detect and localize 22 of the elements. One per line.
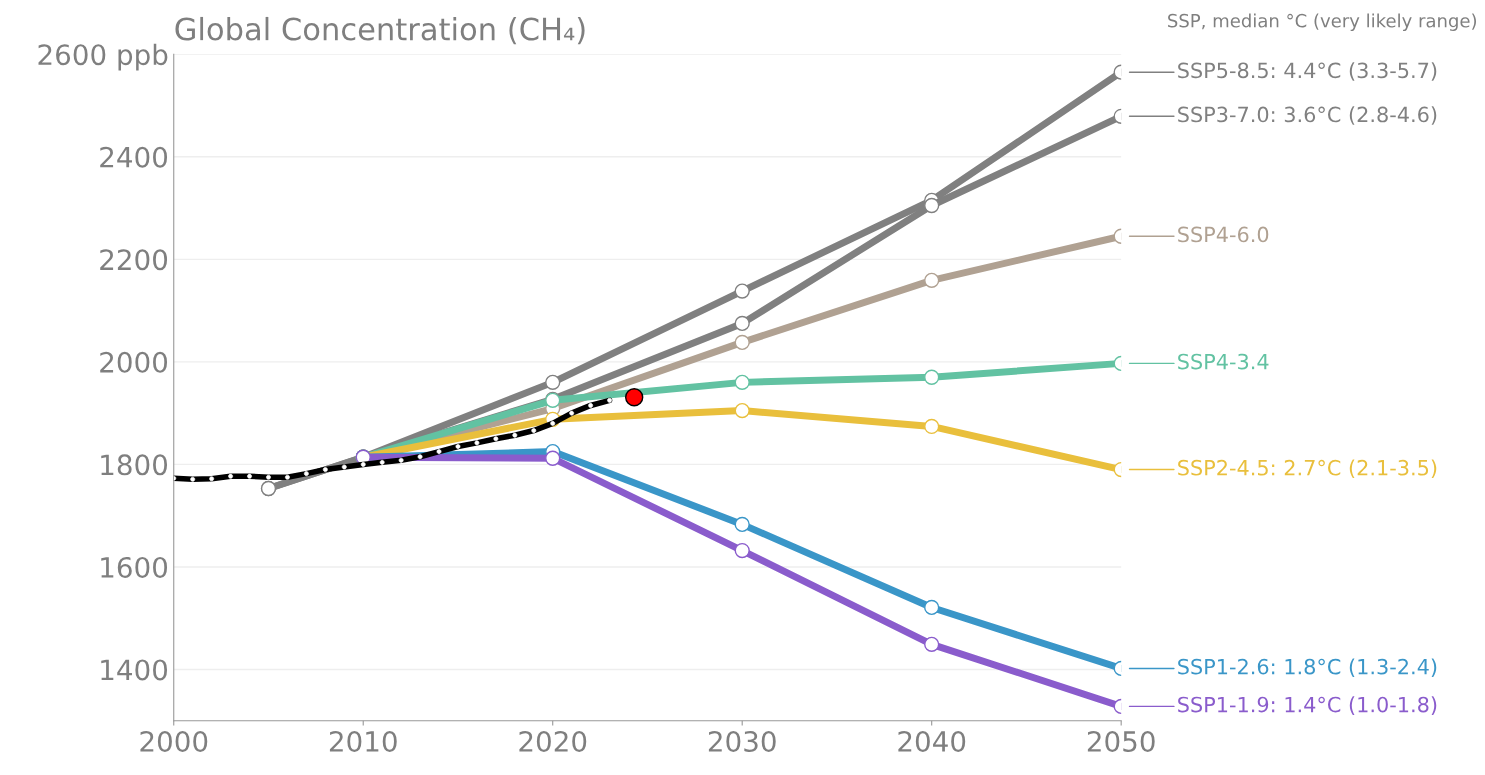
y-tick-label: 2600 ppb xyxy=(38,43,168,71)
y-tick-label: 2200 xyxy=(100,249,168,271)
legend-label: SSP4-3.4 xyxy=(1178,353,1269,370)
chart-title: Global Concentration (CH₄) xyxy=(175,16,585,45)
x-tick-label: 2020 xyxy=(519,730,587,752)
legend-label: SSP1-2.6: 1.8°C (1.3-2.4) xyxy=(1178,658,1437,677)
x-tick-label: 2040 xyxy=(898,730,966,752)
x-tick-label: 2030 xyxy=(708,730,776,752)
y-tick-label: 2400 xyxy=(100,146,168,168)
x-tick-label: 2010 xyxy=(329,730,397,752)
legend-label: SSP3-7.0: 3.6°C (2.8-4.6) xyxy=(1178,106,1437,125)
x-tick-label: 2050 xyxy=(1087,730,1155,752)
legend-label: SSP5-8.5: 4.4°C (3.3-5.7) xyxy=(1178,62,1437,81)
legend-label: SSP2-4.5: 2.7°C (2.1-3.5) xyxy=(1178,459,1437,479)
y-tick-label: 1600 xyxy=(101,556,168,578)
text: SSP, median °C (very likely range) xyxy=(1168,13,1477,31)
legend-label: SSP4-6.0 xyxy=(1178,226,1269,243)
y-tick-label: 2000 xyxy=(100,351,168,373)
legend-label: SSP1-1.9: 1.4°C (1.0-1.8) xyxy=(1178,696,1437,715)
y-tick-label: 1800 xyxy=(101,454,168,476)
y-tick-label: 1400 xyxy=(101,659,168,681)
x-tick-label: 2000 xyxy=(140,730,208,752)
